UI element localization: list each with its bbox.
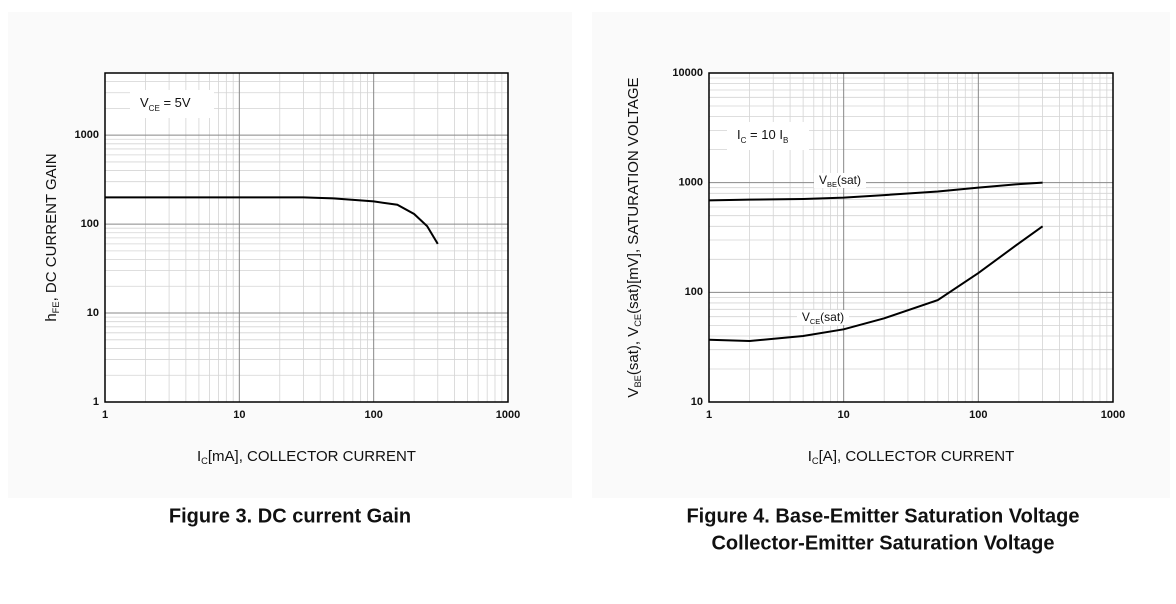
x-axis-label-part: I [197,448,201,465]
series-label-part: (sat) [820,310,844,324]
annotation-box [130,90,214,118]
x-axis-label-part: [A], COLLECTOR CURRENT [819,448,1015,465]
series-label-part: CE [810,317,820,326]
y-tick-label: 10000 [672,67,703,79]
y-tick-label: 100 [81,218,99,230]
y-tick-label: 10 [691,396,703,408]
series-label: VCE(sat) [802,310,844,326]
y-tick-label: 1000 [75,129,99,141]
series-label-part: (sat) [837,173,861,187]
y-axis-label-part: BE [633,375,643,387]
series-label-bg [797,310,849,325]
annotation-part: V [140,95,149,110]
x-axis-label: IC[A], COLLECTOR CURRENT [808,448,1014,466]
plot-frame [104,72,509,403]
annotation-box [727,122,809,150]
y-axis-label-part: , DC CURRENT GAIN [43,153,60,301]
y-tick-label: 1 [93,396,99,408]
x-axis-label: IC[mA], COLLECTOR CURRENT [197,448,416,466]
x-tick-label: 1 [706,409,712,421]
x-axis-label-part: C [812,456,819,466]
x-tick-label: 1000 [496,409,520,421]
x-tick-label: 10 [233,409,245,421]
line [708,181,1043,202]
plot-frame [708,72,1114,403]
line [105,196,439,245]
y-axis-label: VBE(sat), VCE(sat)[mV], SATURATION VOLTA… [625,77,643,397]
line [708,225,1044,342]
y-tick-label: 100 [685,286,703,298]
series-label: VBE(sat) [819,173,861,189]
y-tick-label: 10 [87,307,99,319]
series-label-part: V [819,173,827,187]
annotation-part: I [737,127,741,142]
x-axis-label-part: C [201,456,208,466]
caption: Collector-Emitter Saturation Voltage [711,532,1054,554]
x-tick-label: 100 [969,409,987,421]
annotation-part: = 5V [160,95,191,110]
y-axis-label-part: V [625,388,642,398]
x-tick-label: 1000 [1101,409,1125,421]
series-label-part: V [802,310,810,324]
y-axis-label-part: (sat)[mV], SATURATION VOLTAGE [625,77,642,313]
y-axis-label-part: (sat), V [625,327,642,375]
annotation: IC = 10 IB [737,127,788,144]
y-axis-label: hFE, DC CURRENT GAIN [43,153,61,321]
x-tick-label: 1 [102,409,108,421]
caption: Figure 4. Base-Emitter Saturation Voltag… [686,505,1079,527]
series-label-bg [814,173,866,188]
x-axis-label-part: I [808,448,812,465]
x-axis-label-part: [mA], COLLECTOR CURRENT [208,448,416,465]
series-label-part: BE [827,180,837,189]
annotation-part: CE [149,104,161,113]
y-axis-label-part: FE [51,301,61,313]
y-axis-label-part: h [43,313,60,321]
caption: Figure 3. DC current Gain [169,505,411,527]
x-tick-label: 10 [838,409,850,421]
annotation-part: B [783,136,788,145]
annotation-part: = 10 I [746,127,783,142]
annotation: VCE = 5V [140,95,191,112]
y-tick-label: 1000 [679,177,703,189]
x-tick-label: 100 [364,409,382,421]
annotation-part: C [741,136,747,145]
y-axis-label-part: CE [633,314,643,327]
